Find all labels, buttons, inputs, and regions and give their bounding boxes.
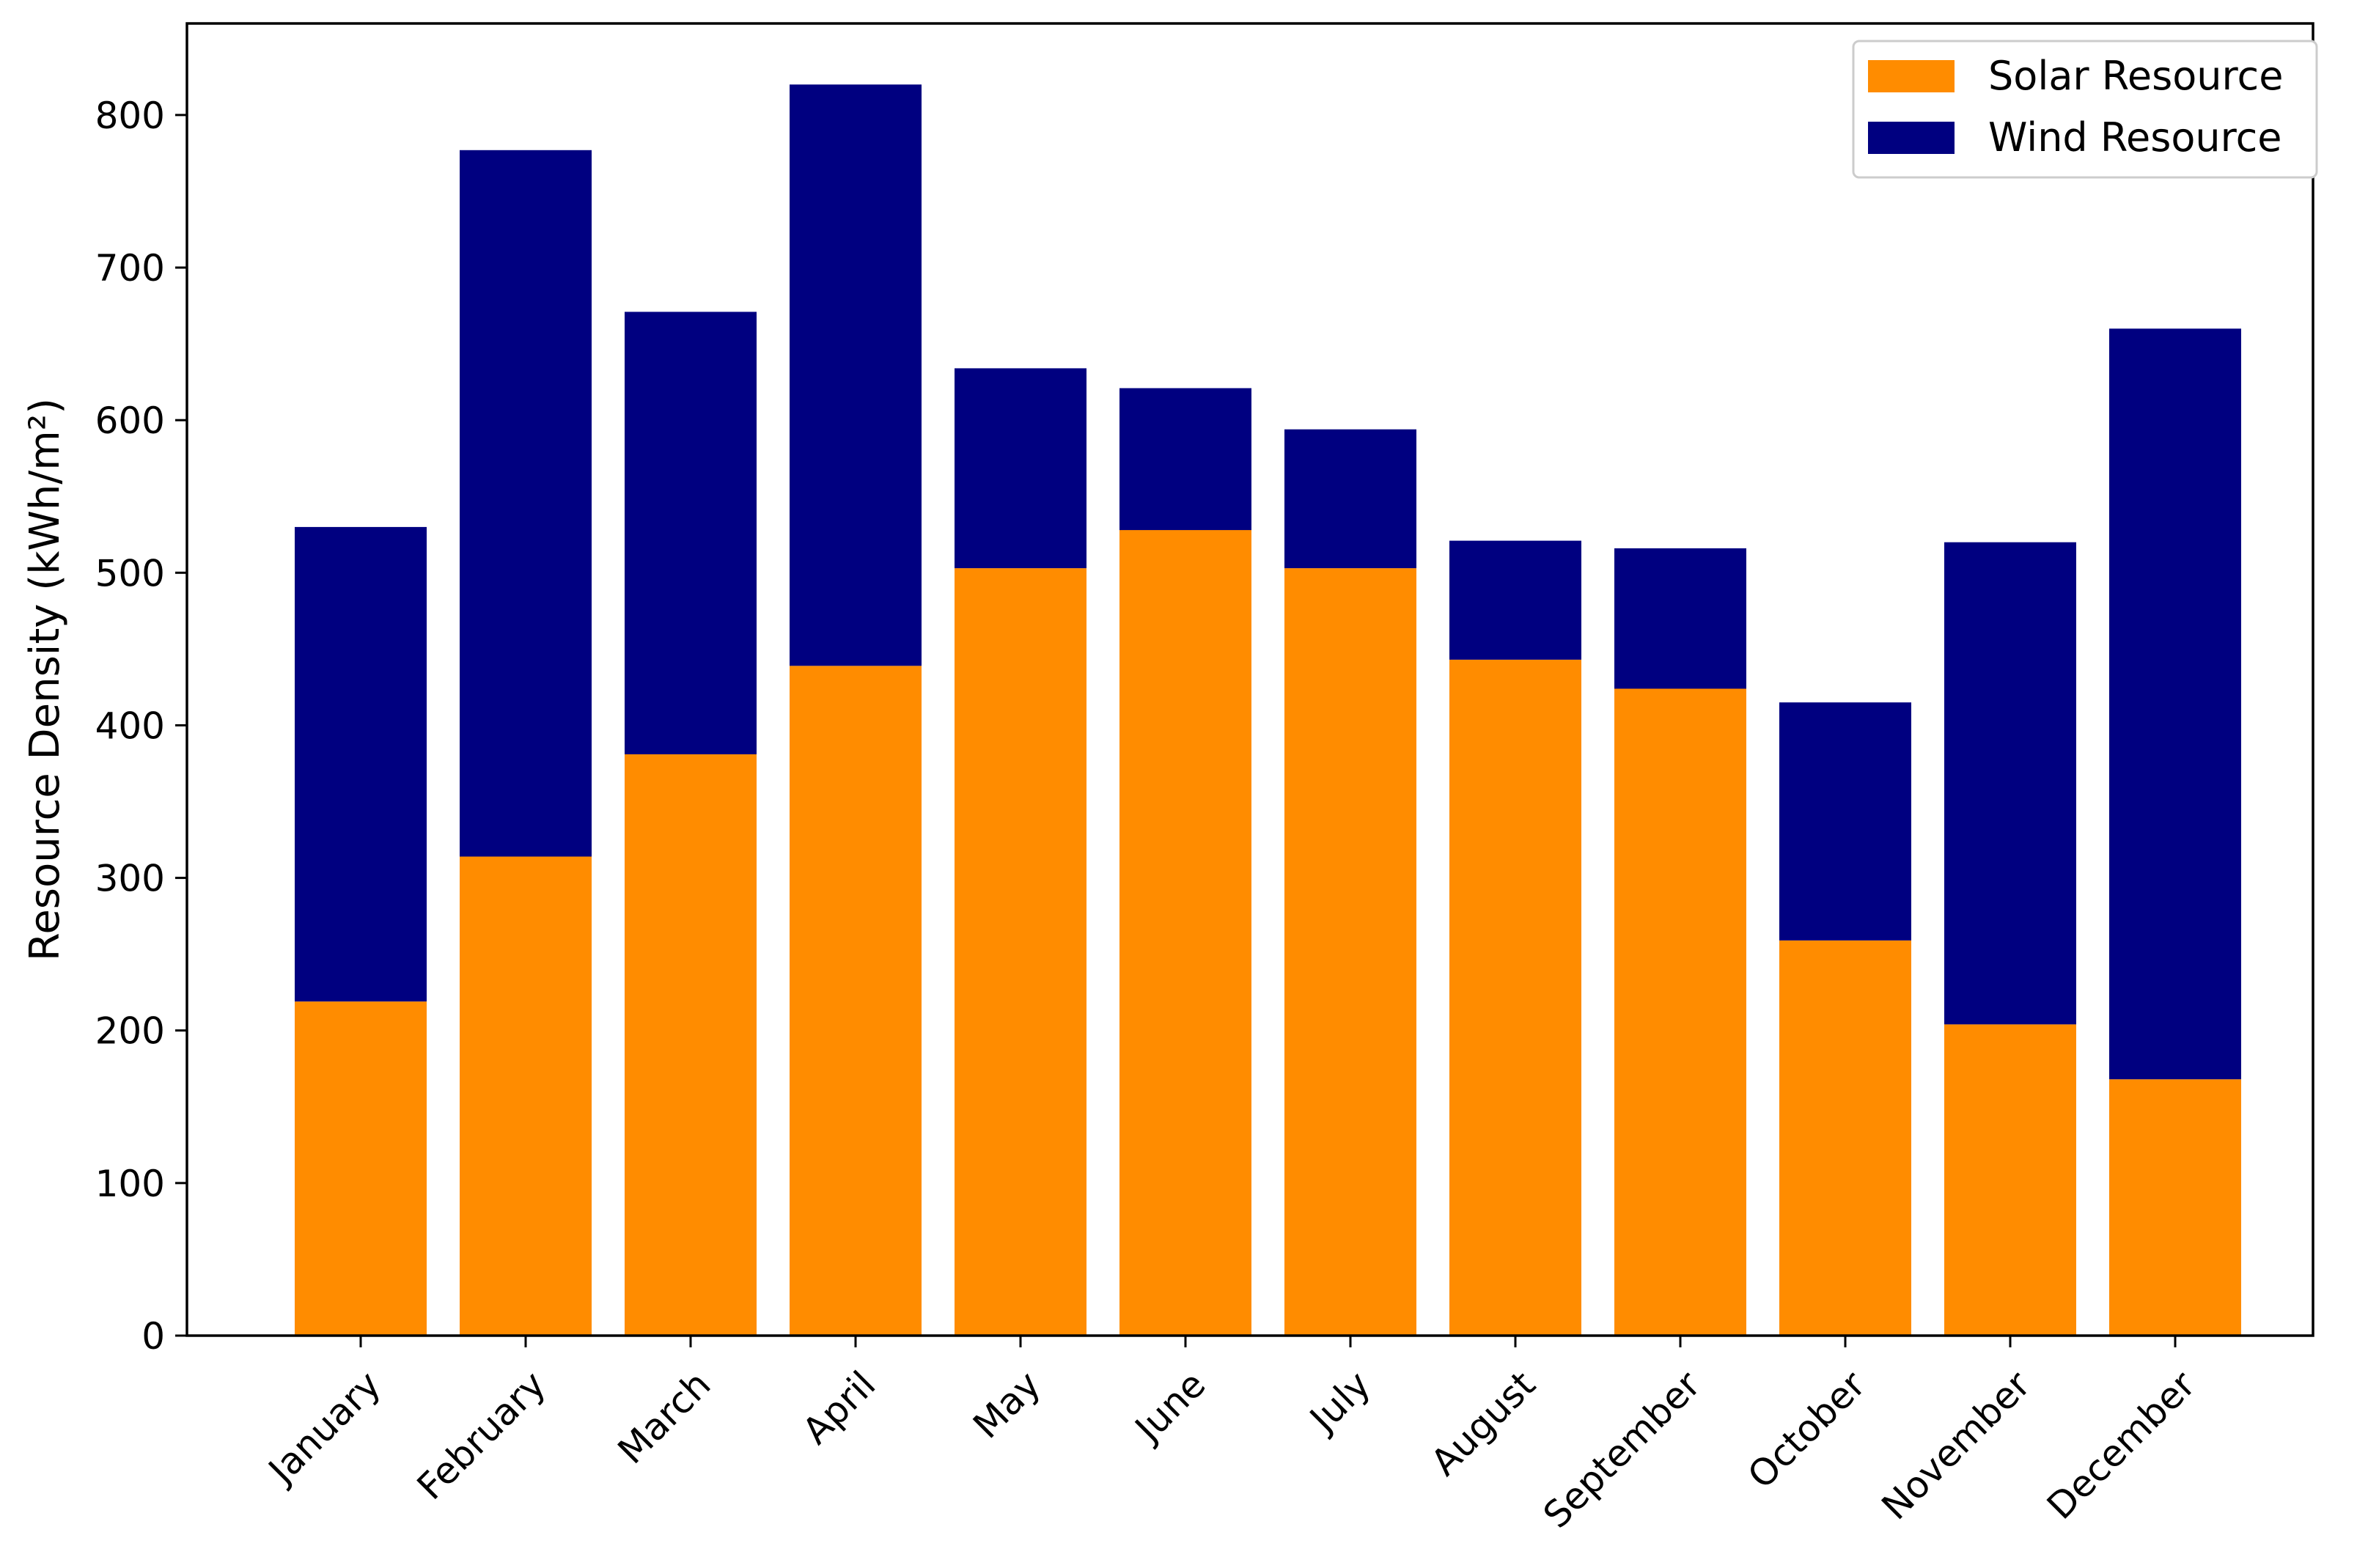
y-tick-label: 400 bbox=[95, 704, 165, 747]
bar-wind-december bbox=[2109, 328, 2241, 1080]
y-tick-label: 800 bbox=[95, 95, 165, 137]
legend-label-wind: Wind Resource bbox=[1988, 114, 2282, 161]
bar-solar-july bbox=[1284, 568, 1416, 1336]
plot-frame bbox=[185, 22, 2314, 1337]
y-tick-label: 500 bbox=[95, 552, 165, 595]
legend-swatch-wind bbox=[1868, 122, 1955, 154]
bar-wind-june bbox=[1119, 388, 1251, 531]
legend-swatch-solar bbox=[1868, 60, 1955, 92]
bar-solar-april bbox=[790, 666, 922, 1336]
bar-solar-november bbox=[1944, 1024, 2076, 1336]
bar-wind-may bbox=[955, 368, 1086, 569]
y-tick-label: 100 bbox=[95, 1163, 165, 1205]
bar-solar-september bbox=[1614, 688, 1746, 1336]
bar-solar-june bbox=[1119, 530, 1251, 1336]
legend-label-solar: Solar Resource bbox=[1988, 53, 2283, 99]
y-tick-label: 700 bbox=[95, 247, 165, 290]
bar-wind-february bbox=[460, 150, 592, 857]
y-axis-ticks: 0 100 200 300 400 500 600 700 800 bbox=[95, 95, 187, 1358]
bar-wind-july bbox=[1284, 429, 1416, 569]
bar-solar-february bbox=[460, 856, 592, 1336]
y-tick-label: 0 bbox=[141, 1315, 165, 1358]
legend-box bbox=[1852, 40, 2318, 179]
y-tick-label: 600 bbox=[95, 400, 165, 442]
bar-wind-november bbox=[1944, 542, 2076, 1025]
bar-solar-december bbox=[2109, 1079, 2241, 1336]
bar-solar-january bbox=[295, 1001, 427, 1336]
bar-wind-march bbox=[625, 312, 757, 754]
bar-solar-march bbox=[625, 754, 757, 1336]
y-axis-label: Resource Density (kWh/m²) bbox=[21, 398, 69, 961]
bar-wind-august bbox=[1449, 540, 1581, 660]
bar-layer bbox=[295, 84, 2241, 1336]
bar-wind-october bbox=[1779, 702, 1911, 941]
legend: Solar Resource Wind Resource bbox=[1852, 40, 2318, 179]
bar-solar-may bbox=[955, 568, 1086, 1336]
y-tick-label: 300 bbox=[95, 858, 165, 900]
bar-solar-october bbox=[1779, 940, 1911, 1336]
bar-wind-april bbox=[790, 84, 922, 666]
bar-solar-august bbox=[1449, 659, 1581, 1336]
y-tick-label: 200 bbox=[95, 1010, 165, 1053]
bar-wind-september bbox=[1614, 548, 1746, 689]
bar-wind-january bbox=[295, 526, 427, 1002]
